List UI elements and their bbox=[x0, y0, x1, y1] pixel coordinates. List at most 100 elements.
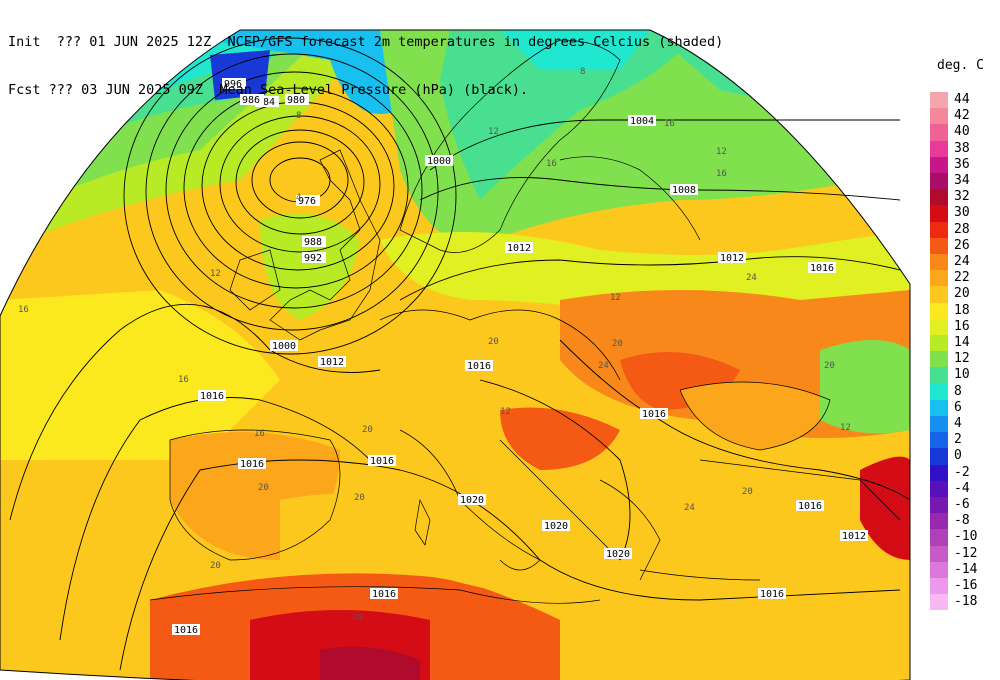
isobar-label: 1016 bbox=[174, 625, 198, 636]
temp-label: 28 bbox=[352, 613, 363, 623]
legend-label: 14 bbox=[954, 335, 970, 350]
legend-swatch bbox=[930, 205, 948, 222]
temp-label: 20 bbox=[258, 483, 269, 493]
legend-label: 24 bbox=[954, 254, 970, 269]
temp-label: 20 bbox=[742, 487, 753, 497]
legend-swatch bbox=[930, 513, 948, 530]
legend-label: 22 bbox=[954, 270, 970, 286]
isobar-label: 1012 bbox=[507, 243, 531, 254]
temp-label: 20 bbox=[362, 425, 373, 435]
legend-label: 44 bbox=[954, 92, 970, 107]
isobar-label: 1008 bbox=[672, 185, 696, 196]
legend-swatch bbox=[930, 480, 948, 497]
temp-label: 8 bbox=[296, 111, 301, 121]
legend-label: -4 bbox=[954, 480, 970, 496]
legend-label: 38 bbox=[954, 140, 970, 156]
isobar-label: 1020 bbox=[460, 495, 484, 506]
legend-label: -16 bbox=[954, 578, 978, 593]
legend-label: -14 bbox=[954, 561, 978, 577]
legend-label: -10 bbox=[954, 529, 978, 545]
temp-label: 16 bbox=[18, 305, 29, 315]
legend-label: 34 bbox=[954, 173, 970, 188]
temp-label: 12 bbox=[488, 127, 499, 137]
legend-label: -18 bbox=[954, 594, 978, 610]
isobar-label: 1016 bbox=[810, 263, 834, 274]
legend-swatch bbox=[930, 254, 948, 271]
isobar-label: 1020 bbox=[544, 521, 568, 532]
legend-swatch bbox=[930, 302, 948, 319]
temp-label: 20 bbox=[824, 361, 835, 371]
isobar-label: 1012 bbox=[842, 531, 866, 542]
temp-label: 20 bbox=[354, 493, 365, 503]
isobar-label: 1012 bbox=[320, 357, 344, 368]
isobar-label: 1016 bbox=[642, 409, 666, 420]
legend-swatch bbox=[930, 529, 948, 546]
isobar-label: 1016 bbox=[798, 501, 822, 512]
temp-label: 12 bbox=[716, 147, 727, 157]
legend-swatch bbox=[930, 173, 948, 190]
isobar-label: 1000 bbox=[272, 341, 296, 352]
legend-swatch bbox=[930, 383, 948, 400]
legend-swatch bbox=[930, 416, 948, 433]
legend-swatch bbox=[930, 594, 948, 611]
legend-swatch bbox=[930, 578, 948, 595]
isobar-label: 1004 bbox=[630, 116, 654, 127]
legend-label: -2 bbox=[954, 464, 970, 480]
isobar-label: 1016 bbox=[372, 589, 396, 600]
legend-swatch bbox=[930, 561, 948, 578]
isobar-label: 996 bbox=[224, 79, 242, 90]
legend-swatch bbox=[930, 237, 948, 254]
isobar-label: 980 bbox=[287, 95, 305, 106]
legend-swatch bbox=[930, 448, 948, 465]
legend-label: 36 bbox=[954, 156, 970, 172]
temp-label: 24 bbox=[684, 503, 695, 513]
legend-label: 18 bbox=[954, 302, 970, 318]
legend-label: 4 bbox=[954, 416, 962, 431]
isobar-label: 976 bbox=[298, 196, 316, 207]
legend-swatch bbox=[930, 432, 948, 449]
isobar-label: 1016 bbox=[370, 456, 394, 467]
legend-label: 0 bbox=[954, 448, 962, 464]
temp-label: 16 bbox=[664, 119, 675, 129]
legend-swatch bbox=[930, 351, 948, 368]
legend-label: 40 bbox=[954, 124, 970, 140]
temp-label: 8 bbox=[580, 67, 585, 77]
temp-label: 20 bbox=[488, 337, 499, 347]
temp-label: 16 bbox=[178, 375, 189, 385]
temp-label: 20 bbox=[210, 561, 221, 571]
legend-swatch bbox=[930, 367, 948, 384]
isobar-label: 1020 bbox=[606, 549, 630, 560]
isobar-label: 1016 bbox=[760, 589, 784, 600]
temp-label: 12 bbox=[500, 407, 511, 417]
temp-label: 4 bbox=[296, 193, 301, 203]
legend-swatch bbox=[930, 497, 948, 514]
isobar-label: 1016 bbox=[200, 391, 224, 402]
legend-label: 28 bbox=[954, 221, 970, 237]
temp-label: 16 bbox=[546, 159, 557, 169]
legend-label: 26 bbox=[954, 237, 970, 253]
temp-label: 16 bbox=[254, 429, 265, 439]
legend-label: 10 bbox=[954, 367, 970, 383]
isobar-label: 1016 bbox=[240, 459, 264, 470]
legend-label: 42 bbox=[954, 108, 970, 124]
legend-label: 12 bbox=[954, 351, 970, 367]
temp-label: 24 bbox=[746, 273, 757, 283]
legend-label: 32 bbox=[954, 189, 970, 205]
legend-label: 8 bbox=[954, 383, 962, 399]
legend-label: 16 bbox=[954, 318, 970, 334]
legend-swatch bbox=[930, 156, 948, 173]
legend-title: deg. C bbox=[937, 58, 984, 73]
temp-label: 20 bbox=[612, 339, 623, 349]
legend-swatch bbox=[930, 124, 948, 141]
temp-label: 12 bbox=[610, 293, 621, 303]
legend-swatch bbox=[930, 399, 948, 416]
isobar-label: 992 bbox=[304, 253, 322, 264]
legend-swatch bbox=[930, 92, 948, 109]
temp-label: 12 bbox=[210, 269, 221, 279]
legend-label: 30 bbox=[954, 205, 970, 221]
isobar-label: 986 bbox=[242, 95, 260, 106]
legend-swatch bbox=[930, 318, 948, 335]
legend-label: -12 bbox=[954, 545, 978, 561]
forecast-line: Fcst ??? 03 JUN 2025 09Z Mean Sea-Level … bbox=[8, 82, 529, 98]
